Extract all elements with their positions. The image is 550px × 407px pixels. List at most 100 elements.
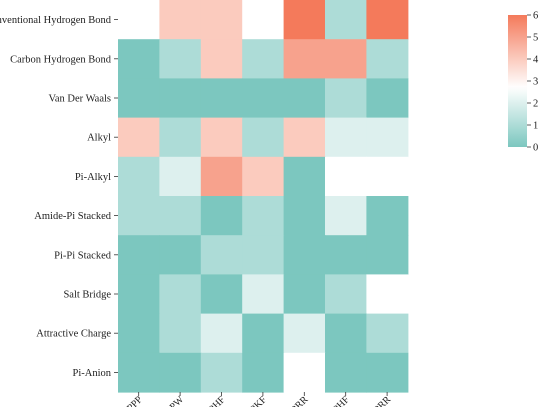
row-label: Van Der Waals [48,94,111,105]
heatmap-cell [366,117,409,158]
colorbar-tick-label: 2 [533,99,538,110]
heatmap-cell [283,0,326,40]
heatmap-cell [242,39,285,79]
heatmap-cell [118,0,160,40]
heatmap-cell [325,196,367,236]
heatmap-cell [283,313,326,354]
heatmap-cell [159,117,202,158]
heatmap-cell [283,274,326,315]
heatmap-cell [366,235,409,275]
heatmap-cell [366,39,409,79]
heatmap-cell [159,196,202,236]
heatmap-cell [200,352,243,393]
heatmap-cell [325,117,367,158]
heatmap-cell [159,313,202,354]
heatmap-cell [200,39,243,79]
heatmap-cell [325,156,367,197]
row-label: Conventional Hydrogen Bond [0,15,112,26]
heatmap-cell [325,235,367,275]
column-label: FPPP [121,394,145,407]
heatmap-cells [118,0,409,393]
row-label: Pi-Pi Stacked [54,250,112,261]
colorbar-tick-label: 6 [533,11,538,22]
row-label: Attractive Charge [36,329,111,340]
heatmap-cell [159,274,202,315]
heatmap-cell [118,78,160,119]
row-label: Amide-Pi Stacked [34,211,111,222]
row-labels: Conventional Hydrogen Bond Carbon Hydroge… [0,15,118,379]
column-label: GGPW [158,394,187,407]
heatmap-cell [200,117,243,158]
heatmap-cell [366,78,409,119]
column-label: IPHF [205,394,228,407]
heatmap-cell [200,0,243,40]
heatmap-cell [200,274,243,315]
colorbar-tick-label: 3 [533,77,538,88]
heatmap-cell [325,78,367,119]
heatmap-cell [325,39,367,79]
heatmap-cell [283,78,326,119]
heatmap-cell [242,235,285,275]
heatmap-cell [283,156,326,197]
column-labels: FPPP GGPW IPHF IPKF IPRR LPHF LPRR [121,392,393,407]
colorbar-tick-label: 1 [533,121,538,132]
heatmap-cell [325,352,367,393]
heatmap-cell [325,274,367,315]
heatmap-cell [159,39,202,79]
heatmap-cell [283,39,326,79]
row-label: Pi-Alkyl [75,172,111,183]
heatmap-cell [283,235,326,275]
heatmap-cell [159,235,202,275]
heatmap-cell [118,156,160,197]
heatmap-cell [242,0,285,40]
heatmap-cell [118,117,160,158]
heatmap-cell [242,274,285,315]
heatmap-cell [200,78,243,119]
heatmap-cell [242,78,285,119]
heatmap-cell [366,313,409,354]
column-label: IPKF [246,394,269,407]
heatmap-cell [118,313,160,354]
heatmap-cell [200,235,243,275]
heatmap-cell [325,313,367,354]
heatmap-cell [200,156,243,197]
heatmap-cell [159,78,202,119]
column-label: LPHF [327,394,352,407]
heatmap-cell [118,196,160,236]
heatmap-cell [159,0,202,40]
colorbar-tick-label: 5 [533,33,538,44]
heatmap-cell [366,274,409,315]
heatmap-cell [242,313,285,354]
heatmap-cell [159,352,202,393]
row-label: Pi-Anion [72,368,111,379]
heatmap-cell [366,196,409,236]
row-label: Salt Bridge [63,290,111,301]
heatmap-cell [118,235,160,275]
heatmap-cell [159,156,202,197]
colorbar-ticks: 0 1 2 3 4 5 6 [527,11,539,154]
heatmap-cell [118,274,160,315]
row-label: Alkyl [87,133,111,144]
heatmap-cell [325,0,367,40]
colorbar-tick-label: 0 [533,143,538,154]
colorbar: 0 1 2 3 4 5 6 [508,11,539,154]
heatmap-cell [242,352,285,393]
colorbar-gradient [508,15,527,147]
heatmap-cell [118,352,160,393]
heatmap-cell [366,352,409,393]
column-label: LPRR [368,394,394,407]
heatmap-cell [200,196,243,236]
heatmap-cell [242,117,285,158]
heatmap-cell [242,196,285,236]
heatmap-cell [283,117,326,158]
column-label: IPRR [287,394,311,407]
heatmap-cell [118,39,160,79]
row-label: Carbon Hydrogen Bond [10,54,112,65]
heatmap-cell [283,196,326,236]
heatmap-cell [242,156,285,197]
colorbar-tick-label: 4 [533,55,539,66]
heatmap-cell [283,352,326,393]
heatmap-cell [366,0,409,40]
heatmap-cell [366,156,409,197]
